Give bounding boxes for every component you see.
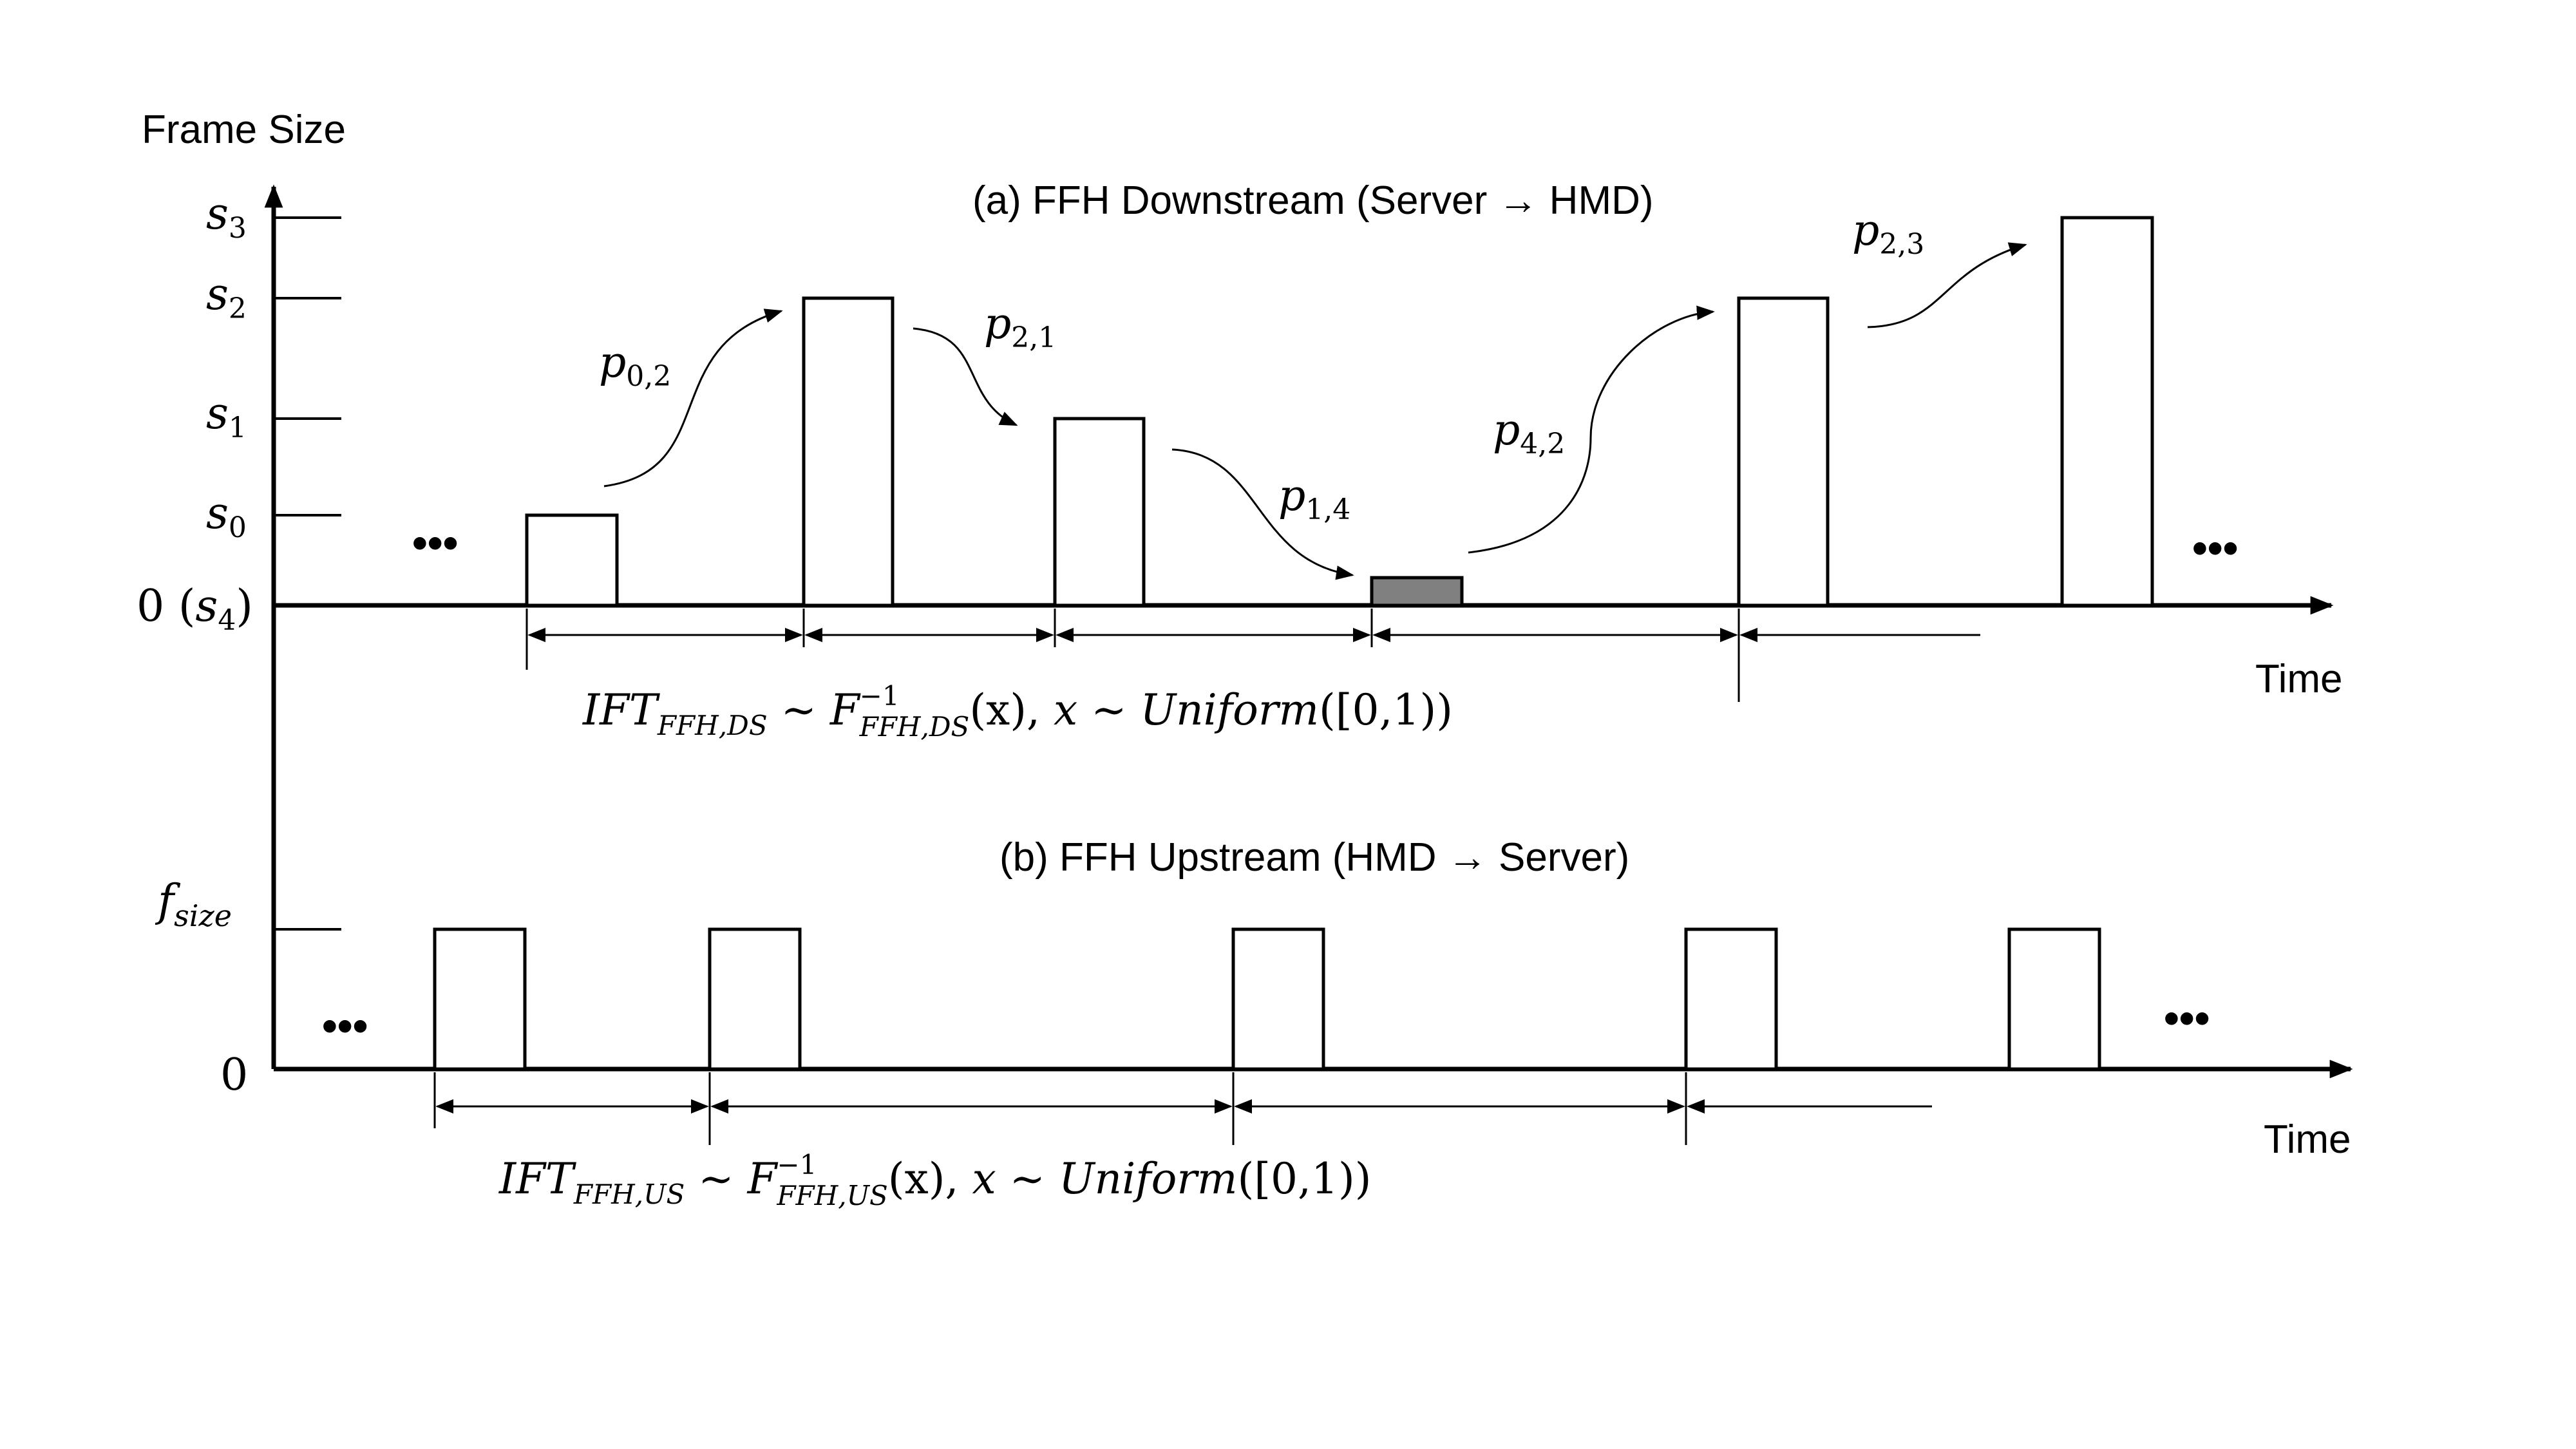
- arrow-right-icon: →: [1448, 835, 1488, 880]
- frame-s1: [1053, 417, 1146, 607]
- level-label-s0: s0: [206, 488, 247, 544]
- upstream-title: (b) FFH Upstream (HMD → Server): [999, 835, 1629, 880]
- ellipsis-icon: •••: [412, 518, 458, 567]
- upstream-frame: [2007, 927, 2101, 1071]
- upstream-frame: [1231, 927, 1325, 1071]
- transition-label-p21: p2,1: [984, 299, 1056, 354]
- time-label-upstream: Time: [2264, 1117, 2351, 1162]
- level-label-s2: s2: [206, 269, 247, 325]
- transition-label-p42: p4,2: [1493, 405, 1565, 460]
- downstream-panel: (a) FFH Downstream (Server → HMD) s3 s2 …: [137, 178, 2342, 743]
- y-axis-title: Frame Size: [142, 108, 346, 152]
- frame-s4-empty: [1370, 576, 1464, 607]
- upstream-panel: (b) FFH Upstream (HMD → Server) fsize 0 …: [155, 835, 2353, 1211]
- zero-label-upstream: 0: [220, 1050, 248, 1101]
- transition-arrow-p02: [603, 308, 783, 488]
- transition-label-p14: p1,4: [1278, 471, 1350, 526]
- frame-s3: [2060, 216, 2154, 607]
- zero-label-downstream: 0 (s4): [137, 581, 253, 637]
- transition-arrow-p21: [913, 327, 1018, 426]
- time-label-downstream: Time: [2255, 657, 2342, 701]
- frame-s0: [525, 513, 619, 607]
- upstream-frame: [708, 927, 802, 1071]
- arrow-right-icon: →: [1498, 178, 1538, 223]
- transition-label-p23: p2,3: [1852, 205, 1924, 261]
- upstream-frame: [1684, 927, 1778, 1071]
- ift-formula-upstream: IFTFFH,US ∼ F−1 FFH,US(x), x ∼ Uniform([0…: [498, 1149, 1371, 1211]
- level-label-s3: s3: [206, 189, 247, 245]
- ellipsis-icon: •••: [322, 1001, 368, 1050]
- ellipsis-icon: •••: [2164, 994, 2210, 1043]
- ellipsis-icon: •••: [2192, 524, 2238, 573]
- transition-arrow-p14: [1171, 448, 1354, 580]
- frame-s2: [802, 296, 895, 607]
- level-label-s1: s1: [206, 388, 247, 444]
- transition-arrow-p23: [1867, 242, 2027, 328]
- upstream-frame: [433, 927, 527, 1071]
- frame-s2: [1737, 296, 1830, 607]
- transition-label-p02: p0,2: [599, 337, 671, 393]
- transition-arrow-p42: [1468, 305, 1715, 554]
- level-label-fsize: fsize: [155, 876, 232, 933]
- ift-formula-downstream: IFTFFH,DS ∼ F−1 FFH,DS(x), x ∼ Uniform([0…: [582, 680, 1453, 743]
- downstream-title: (a) FFH Downstream (Server → HMD): [972, 178, 1654, 223]
